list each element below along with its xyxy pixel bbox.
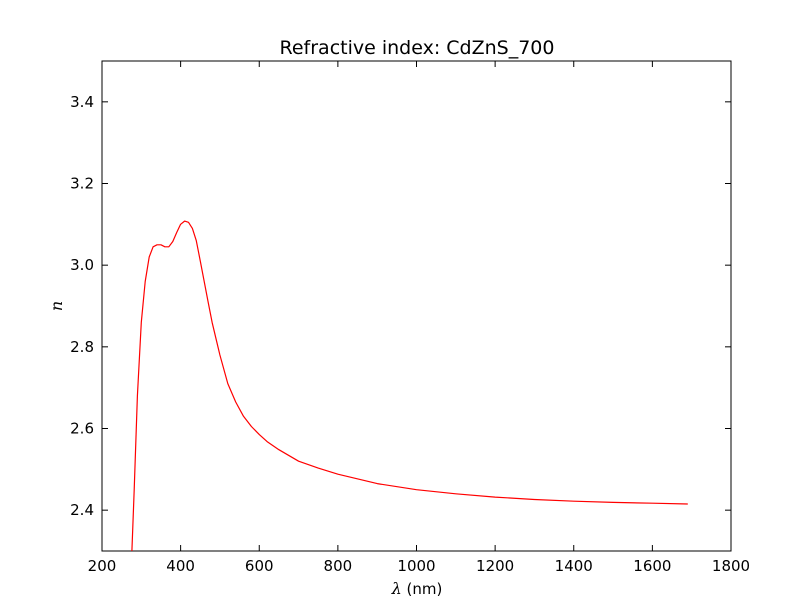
x-tick-label: 800 (324, 557, 353, 575)
y-tick-label: 3.2 (70, 175, 94, 193)
series-line (131, 220, 688, 552)
x-axis: 200 400 600 800 1000 1200 1400 1600 1800 (88, 61, 750, 575)
y-axis-label: n (47, 301, 66, 311)
x-tick-label: 1200 (476, 557, 514, 575)
y-tick-label: 2.8 (70, 338, 94, 356)
y-tick-label: 2.4 (70, 501, 94, 519)
x-tick-label: 200 (88, 557, 117, 575)
chart-title: Refractive index: CdZnS_700 (280, 37, 555, 59)
y-tick-label: 3.4 (70, 93, 94, 111)
plot-area (101, 60, 732, 552)
x-tick-label: 400 (166, 557, 195, 575)
series-layer (131, 220, 688, 552)
x-tick-label: 1000 (397, 557, 435, 575)
x-tick-label: 1600 (633, 557, 671, 575)
x-axis-label: λ (nm) (391, 579, 443, 598)
x-axis-unit: (nm) (407, 580, 443, 598)
y-tick-label: 2.6 (70, 420, 94, 438)
x-axis-symbol: λ (391, 579, 402, 598)
y-tick-label: 3.0 (70, 256, 94, 274)
x-tick-label: 600 (245, 557, 274, 575)
x-tick-label: 1800 (712, 557, 750, 575)
x-tick-label: 1400 (555, 557, 593, 575)
y-axis: 2.4 2.6 2.8 3.0 3.2 3.4 (70, 93, 731, 519)
